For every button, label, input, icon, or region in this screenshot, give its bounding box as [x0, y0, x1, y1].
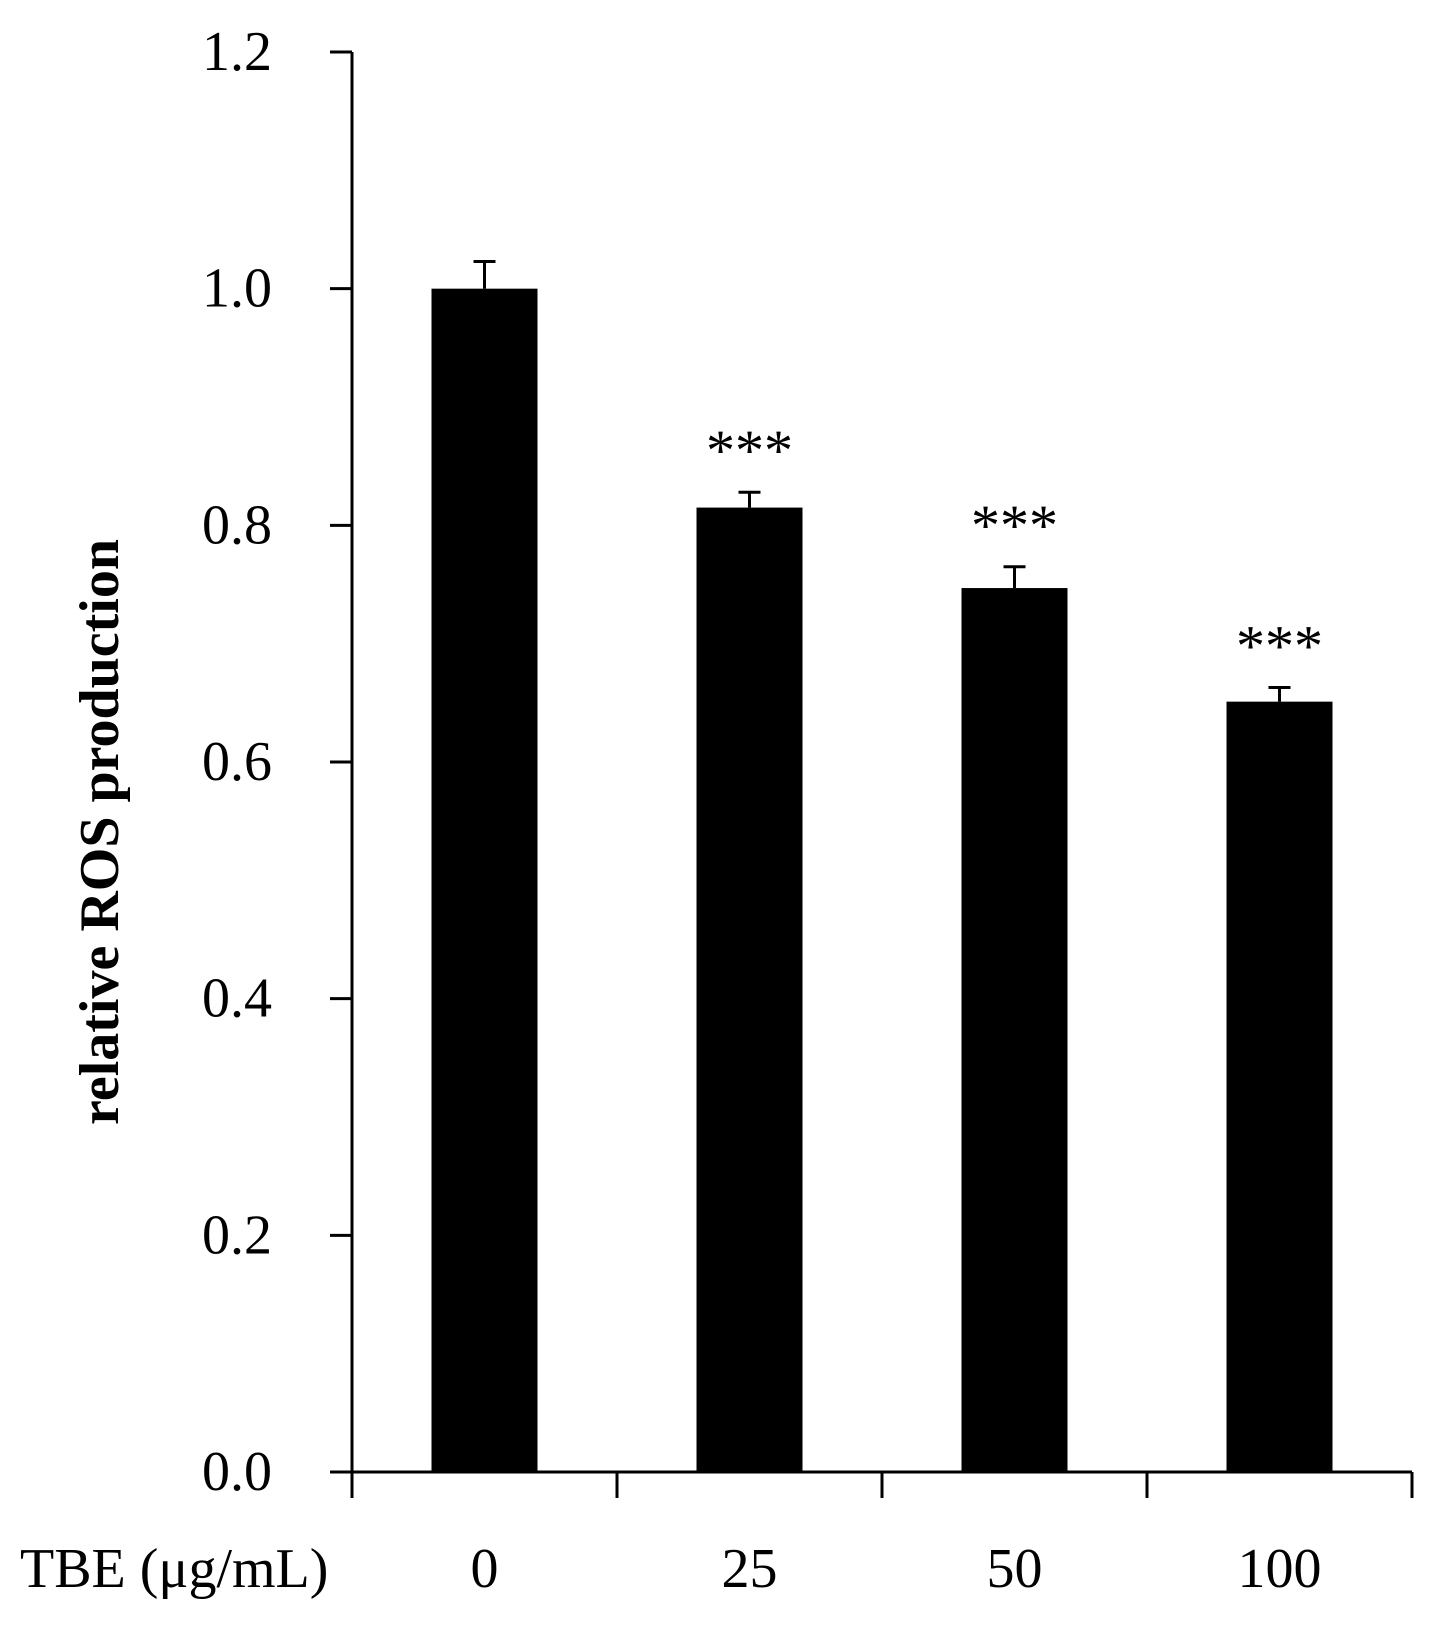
bar — [1226, 701, 1333, 1472]
y-ticks-group: 0.0 0.2 0.4 0.6 0.8 1.0 1.2 — [202, 21, 352, 1503]
significance-marker: *** — [1236, 613, 1323, 678]
bar — [696, 507, 803, 1472]
y-tick-label: 0.2 — [202, 1204, 272, 1266]
y-axis-label: relative ROS production — [69, 539, 131, 1125]
y-tick-label: 1.2 — [202, 21, 272, 83]
bar — [431, 288, 538, 1473]
x-tick-label: 100 — [1238, 1538, 1322, 1600]
significance-marker: *** — [706, 418, 793, 483]
significance-group: *** *** *** — [706, 418, 1323, 678]
x-tick-label: 0 — [471, 1538, 499, 1600]
y-tick-label: 1.0 — [202, 258, 272, 320]
significance-marker: *** — [971, 493, 1058, 558]
y-tick-label: 0.6 — [202, 731, 272, 793]
x-tick-label: 50 — [987, 1538, 1043, 1600]
x-ticks-group: 0 25 50 100 — [350, 1472, 1414, 1600]
bar — [961, 588, 1068, 1472]
y-tick-label: 0.0 — [202, 1441, 272, 1503]
error-bars-group — [473, 259, 1291, 702]
bars-group — [431, 288, 1333, 1473]
y-tick-label: 0.8 — [202, 494, 272, 556]
x-axis-label: TBE (μg/mL) — [20, 1538, 328, 1600]
x-tick-label: 25 — [722, 1538, 778, 1600]
y-tick-label: 0.4 — [202, 968, 272, 1030]
